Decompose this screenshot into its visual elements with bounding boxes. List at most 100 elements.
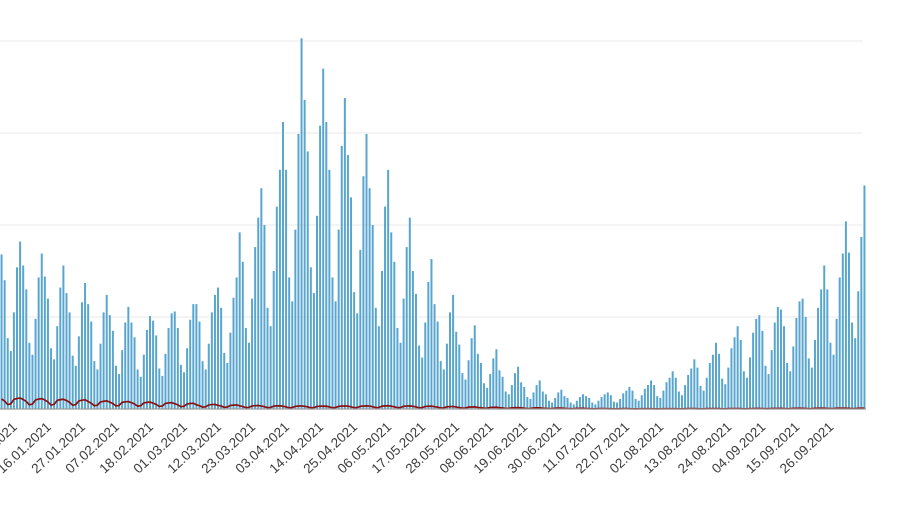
bar — [603, 394, 606, 409]
bar — [591, 402, 594, 409]
bar — [164, 353, 167, 409]
bar — [789, 371, 792, 409]
bar — [223, 352, 226, 409]
bar — [68, 312, 71, 409]
bar — [761, 330, 764, 409]
bar — [179, 364, 182, 409]
bar — [554, 397, 557, 409]
bar — [779, 309, 782, 409]
bar — [817, 307, 820, 409]
bar — [247, 342, 250, 409]
bar — [71, 355, 74, 409]
bar — [229, 332, 232, 409]
bar — [424, 322, 427, 409]
bar — [489, 374, 492, 409]
bar — [201, 361, 204, 409]
bar — [377, 326, 380, 409]
bar — [152, 320, 155, 409]
bar — [600, 397, 603, 409]
bar — [520, 382, 523, 409]
bar — [362, 176, 365, 409]
bar — [207, 343, 210, 409]
bar — [739, 340, 742, 409]
bar — [356, 313, 359, 409]
bar — [365, 133, 368, 410]
bar — [773, 322, 776, 409]
bar — [0, 254, 3, 409]
bar — [501, 376, 504, 409]
bar — [124, 322, 127, 409]
bar — [510, 385, 513, 409]
bar — [504, 391, 507, 409]
bar — [46, 298, 49, 409]
bar — [857, 291, 860, 409]
bar — [337, 229, 340, 409]
bar — [807, 358, 810, 409]
bar — [619, 398, 622, 409]
bar — [59, 287, 62, 409]
bar — [643, 388, 646, 409]
bar — [588, 397, 591, 409]
bar — [810, 367, 813, 409]
bar — [628, 386, 631, 409]
bar — [486, 387, 489, 409]
bar — [801, 298, 804, 409]
bar — [96, 369, 99, 409]
bar — [767, 374, 770, 409]
bar — [696, 367, 699, 409]
bar — [582, 394, 584, 409]
bar — [665, 382, 668, 409]
bar — [108, 315, 111, 409]
bar — [841, 253, 844, 409]
bar — [742, 371, 745, 409]
bar — [102, 312, 105, 409]
bar — [399, 342, 402, 409]
bar — [758, 315, 761, 409]
bar — [105, 294, 108, 409]
bar — [297, 133, 300, 410]
bar — [507, 394, 510, 409]
bar — [238, 232, 241, 409]
bar — [118, 374, 121, 409]
bar — [418, 345, 421, 409]
bar — [387, 169, 390, 409]
bar — [198, 321, 201, 409]
bar — [384, 206, 387, 409]
bar — [6, 338, 9, 409]
bar — [724, 384, 727, 409]
bar — [161, 375, 164, 409]
bar — [832, 354, 835, 409]
bar — [680, 395, 683, 409]
bar — [189, 319, 192, 409]
bar — [136, 369, 139, 409]
bar — [860, 236, 863, 409]
bar — [702, 390, 705, 409]
bar — [483, 383, 486, 409]
bar — [170, 313, 173, 409]
bar — [612, 401, 615, 409]
bar — [578, 397, 581, 409]
bar — [526, 397, 529, 409]
bar — [359, 249, 362, 409]
bar — [183, 372, 186, 409]
bar — [560, 389, 563, 409]
bar — [84, 282, 87, 409]
bar — [671, 371, 674, 409]
bar — [220, 307, 223, 409]
bar — [350, 197, 353, 409]
bar — [513, 373, 516, 409]
bar — [142, 354, 145, 409]
bar — [405, 247, 408, 409]
bar — [37, 277, 40, 409]
bar — [847, 252, 850, 409]
bar — [346, 155, 349, 409]
bar — [408, 217, 411, 409]
bar — [380, 271, 383, 409]
bar — [12, 312, 15, 409]
bar — [755, 318, 758, 409]
bar — [390, 232, 393, 409]
bar — [87, 304, 90, 409]
bar — [523, 386, 526, 409]
